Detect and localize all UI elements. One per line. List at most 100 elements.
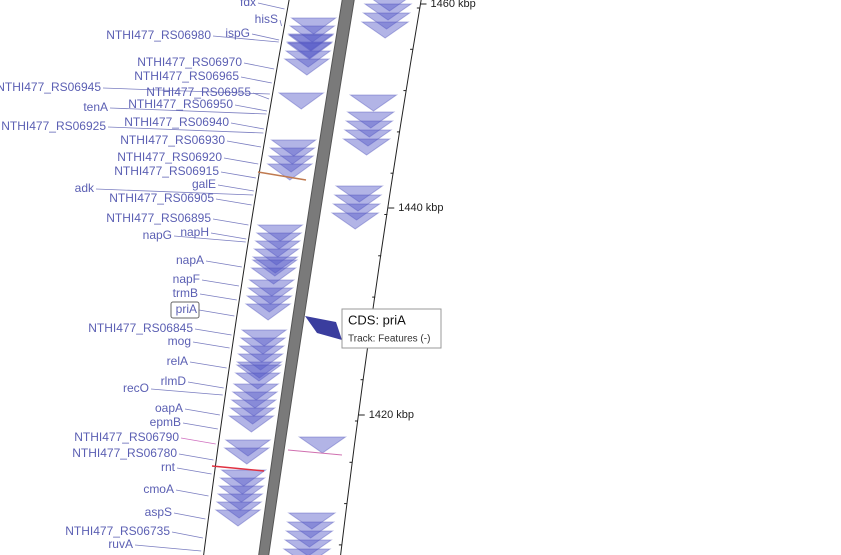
leader-line: [173, 512, 206, 520]
feature: [245, 295, 293, 313]
feature: [254, 240, 302, 258]
tooltip-title: CDS: priA: [348, 312, 406, 327]
feature: [256, 224, 304, 242]
tooltip: [341, 308, 442, 349]
leader-line: [243, 62, 275, 70]
feature: [363, 3, 413, 21]
feature: [251, 259, 299, 277]
leader-line: [192, 341, 230, 349]
gene-label: aspS: [145, 505, 172, 519]
leader-line: [226, 140, 262, 148]
feature: [246, 287, 295, 305]
feature: [284, 50, 332, 68]
feature: [283, 539, 333, 555]
feature: [343, 129, 393, 147]
outer-axis: [340, 0, 422, 555]
leader-line: [279, 19, 282, 27]
feature: [341, 138, 392, 156]
feature: [240, 329, 288, 347]
feature: [297, 436, 348, 454]
leader-line: [173, 235, 246, 243]
feature: [290, 17, 338, 35]
gene-label: NTHI477_RS06930: [120, 133, 225, 147]
leader-line: [240, 76, 272, 84]
feature: [284, 530, 335, 548]
gene-label: NTHI477_RS06735: [65, 524, 170, 538]
leader-line: [109, 107, 267, 115]
leader-line: [134, 544, 202, 552]
leader-line: [217, 184, 254, 192]
feature: [235, 361, 283, 379]
feature: [267, 155, 315, 173]
feature: [217, 485, 265, 503]
gene-label: NTHI477_RS06905: [109, 191, 214, 205]
gene-label: NTHI477_RS06920: [117, 150, 222, 164]
gene-label: trmB: [173, 286, 198, 300]
feature-mark: [257, 171, 307, 181]
gene-label: napF: [173, 272, 200, 286]
gene-label: ruvA: [108, 537, 133, 551]
gene-label: mog: [168, 334, 191, 348]
scale-label: 1420 kbp: [369, 409, 414, 421]
feature: [361, 12, 412, 30]
leader-line: [210, 232, 247, 240]
feature-mark: [211, 465, 265, 472]
feature: [255, 232, 303, 250]
gene-label: NTHI477_RS06915: [114, 164, 219, 178]
gene-label: epmB: [150, 415, 181, 429]
leader-line: [201, 279, 240, 287]
leader-line: [194, 328, 232, 336]
feature: [282, 548, 332, 555]
feature: [248, 279, 296, 297]
leader-line: [189, 361, 227, 369]
feature: [232, 383, 280, 401]
leader-line: [212, 218, 249, 226]
gene-label: NTHI477_RS06940: [124, 115, 229, 129]
feature: [266, 163, 314, 181]
feature-mark: [287, 449, 343, 456]
gene-label: NTHI477_RS06970: [137, 55, 242, 69]
feature: [333, 194, 383, 212]
gene-label: adk: [75, 181, 95, 195]
feature: [238, 345, 286, 363]
feature: [250, 267, 298, 285]
gene-label: NTHI477_RS06925: [1, 119, 106, 133]
leader-line: [251, 33, 280, 41]
feature: [268, 147, 316, 165]
feature: [224, 439, 272, 457]
leader-line: [212, 35, 279, 43]
feature: [234, 372, 282, 390]
leader-line: [171, 531, 203, 539]
gene-label: fdx: [240, 0, 256, 9]
feature: [215, 501, 263, 519]
leader-line: [180, 437, 216, 445]
feature: [270, 139, 318, 157]
feature: [372, 0, 407, 12]
leader-line: [178, 453, 214, 461]
leader-line: [176, 467, 212, 475]
leader-line: [215, 198, 252, 206]
feature: [252, 248, 301, 266]
leader-line: [252, 92, 270, 100]
features: [211, 0, 413, 555]
feature: [216, 493, 264, 511]
feature: [235, 364, 283, 382]
gene-label: NTHI477_RS06790: [74, 430, 179, 444]
feature: [360, 21, 410, 39]
feature: [334, 185, 384, 203]
gene-label: recO: [123, 381, 149, 395]
scale-label: 1440 kbp: [398, 202, 443, 214]
leader-line: [150, 388, 223, 396]
gene-label: tenA: [83, 100, 108, 114]
feature: [331, 203, 382, 221]
leader-line: [198, 309, 235, 317]
feature: [287, 512, 337, 530]
gene-label: cmoA: [143, 482, 174, 496]
feature: [348, 94, 399, 112]
leader-line: [175, 489, 209, 497]
selected-feature[interactable]: [305, 316, 342, 340]
feature: [218, 477, 267, 495]
feature: [227, 415, 275, 433]
leader-line: [205, 260, 242, 268]
